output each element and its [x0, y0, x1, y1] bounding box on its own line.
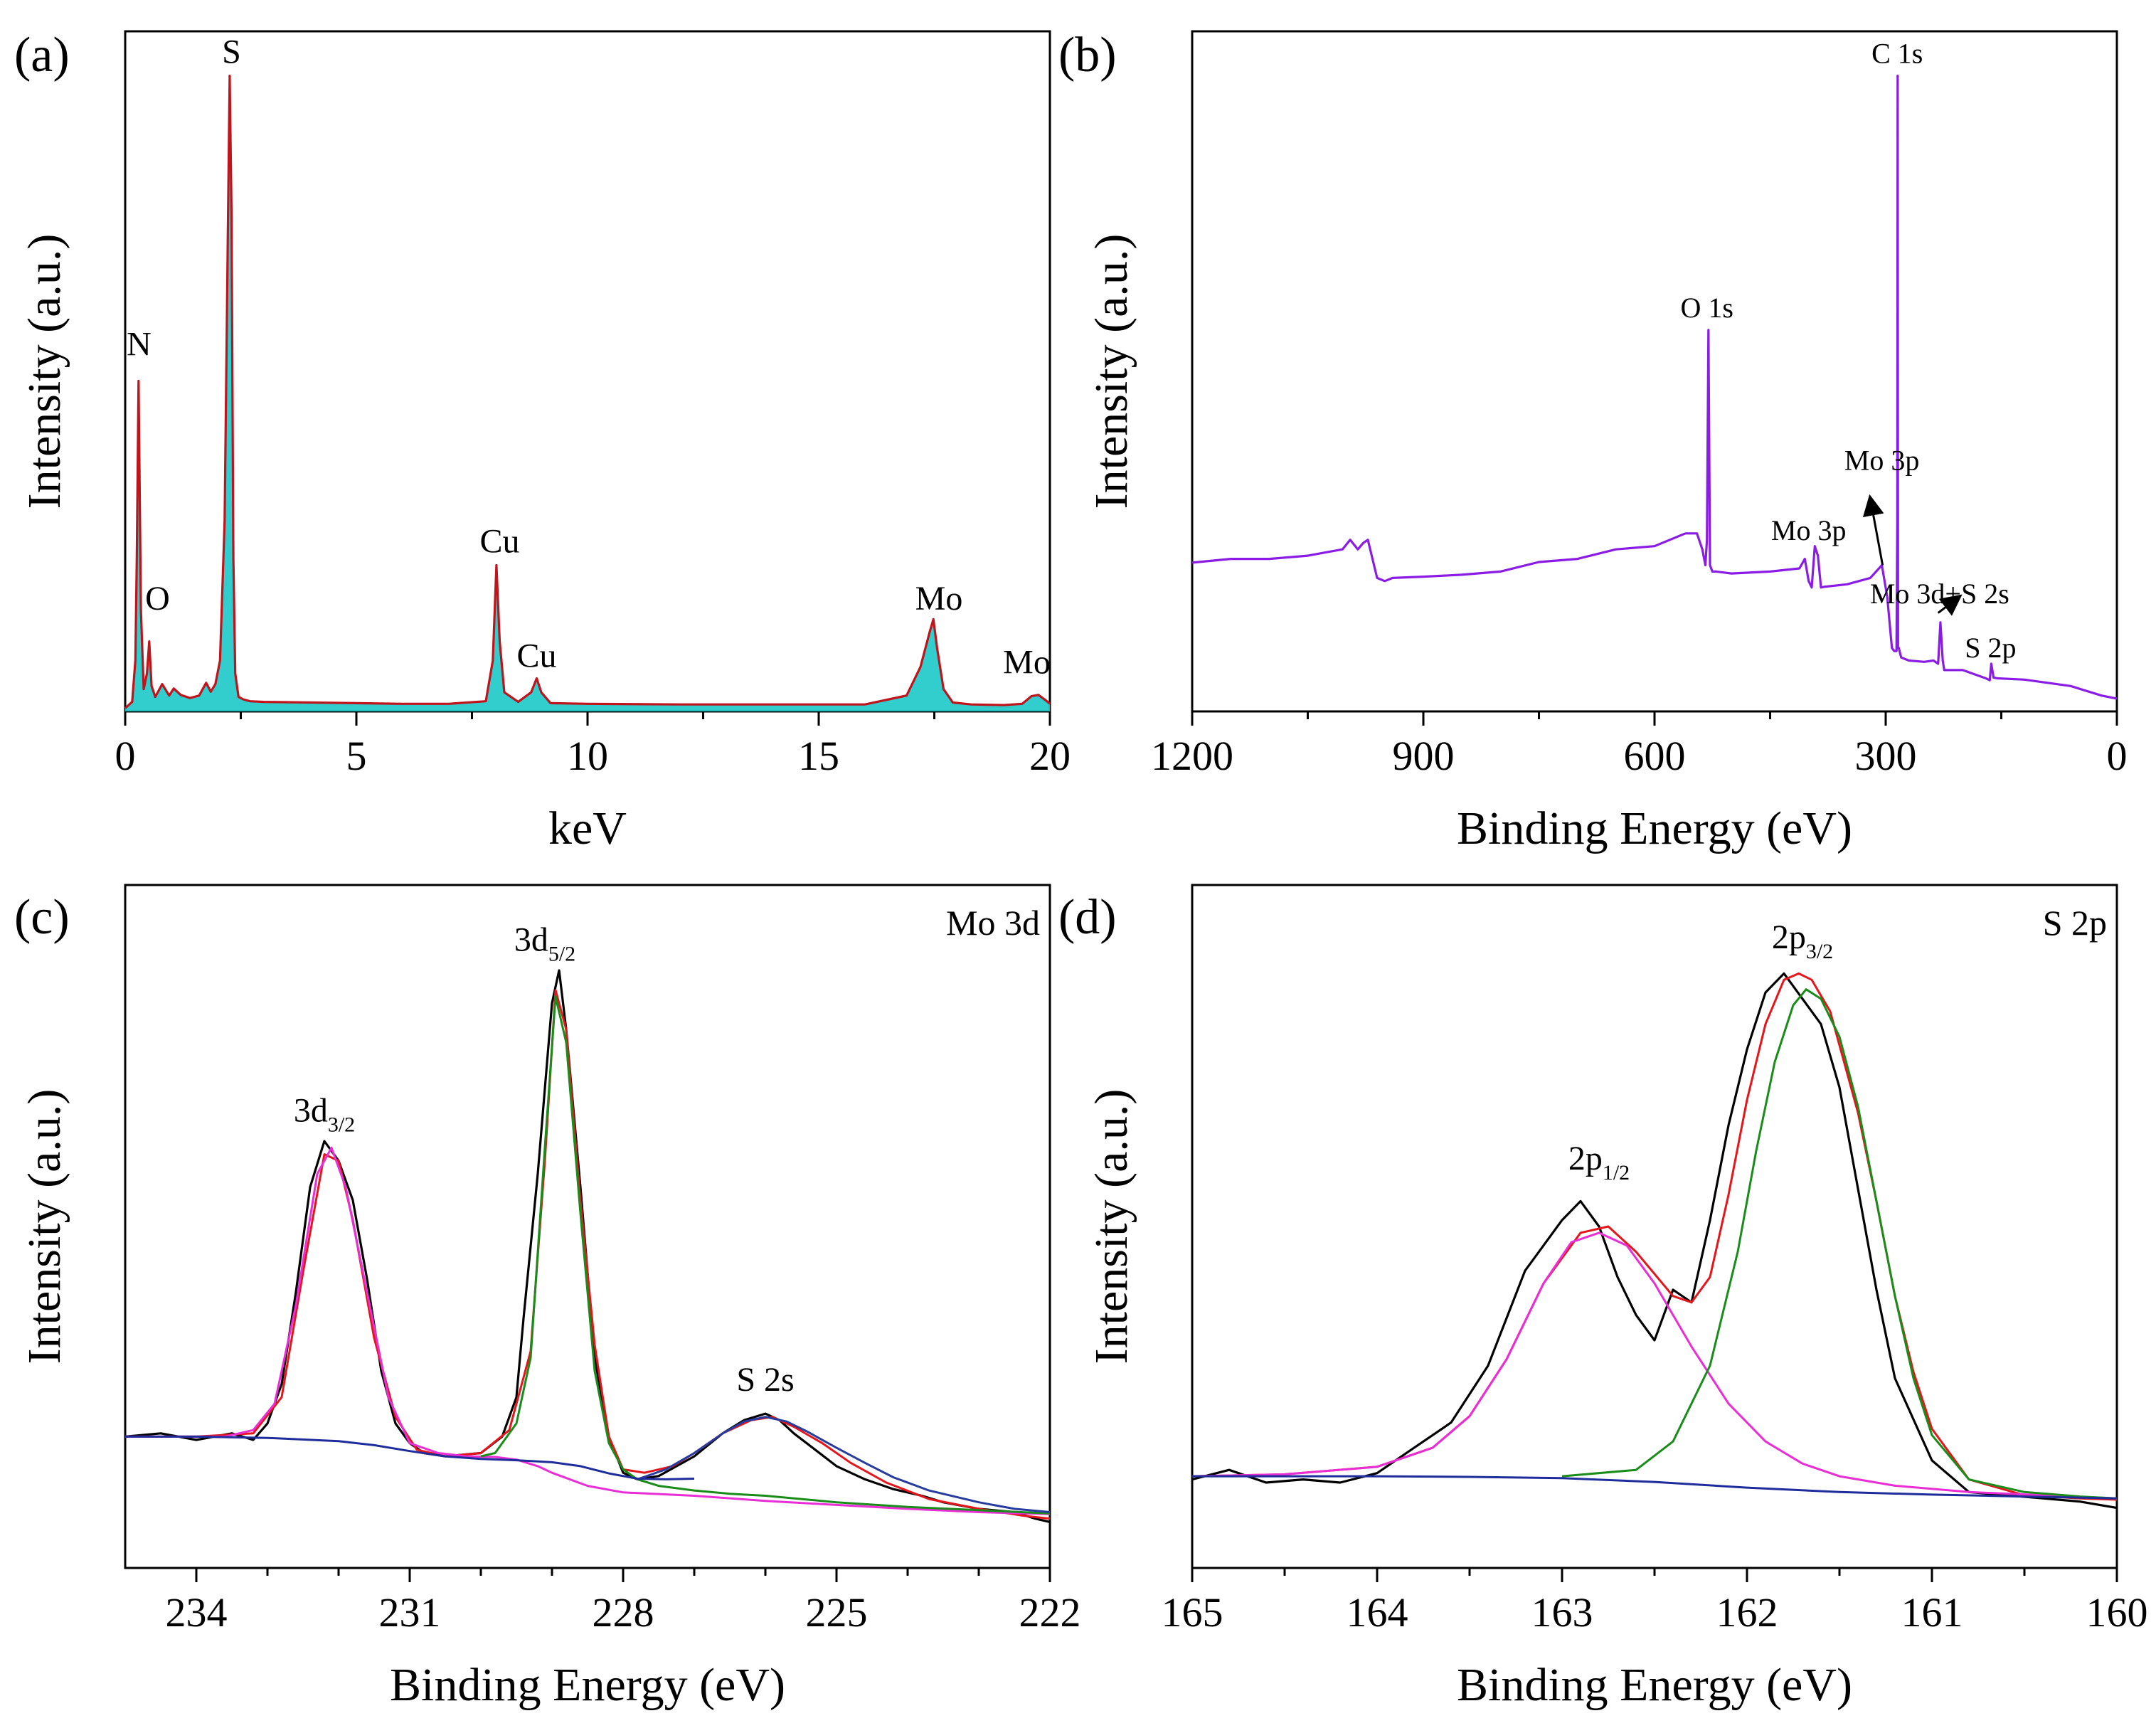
x-tick-label: 0	[2107, 733, 2128, 779]
peak-annotation: Mo 3d+S 2s	[1870, 578, 2009, 610]
x-axis-label: Binding Energy (eV)	[1457, 1659, 1852, 1711]
x-tick-label: 231	[379, 1589, 441, 1636]
panel-inset-label: Mo 3d	[946, 903, 1040, 943]
panel-label: (d)	[1058, 890, 1117, 945]
panel-label: (a)	[14, 28, 70, 83]
x-tick-label: 162	[1716, 1589, 1778, 1636]
peak-annotation: S	[222, 33, 241, 71]
x-tick-label: 163	[1531, 1589, 1593, 1636]
peak-annotation: S 2p	[1965, 632, 2016, 664]
chart-panel-2: 1200 900 600 300 0 Binding Energy (eV) Intensi…	[1058, 28, 2128, 854]
x-tick-label: 228	[593, 1589, 654, 1636]
peak-annotation: Mo 3p	[1844, 444, 1920, 476]
x-tick-label: 164	[1347, 1589, 1408, 1636]
x-tick-label: 165	[1162, 1589, 1223, 1636]
x-axis-label: Binding Energy (eV)	[390, 1659, 785, 1711]
series-line-background	[125, 1435, 695, 1480]
peak-annotation: Mo 3p	[1771, 514, 1847, 546]
x-tick-label: 900	[1393, 733, 1455, 779]
peak-annotation: Cu	[516, 637, 556, 674]
x-tick-label: 234	[166, 1589, 228, 1636]
x-tick-label: 15	[798, 733, 839, 779]
y-axis-label: Intensity (a.u.)	[18, 1089, 70, 1364]
peak-annotation: 2p3/2	[1772, 918, 1833, 963]
series-line-background	[1192, 1475, 2118, 1500]
peak-annotation: Cu	[479, 523, 519, 561]
panel-inset-label: S 2p	[2043, 903, 2107, 943]
series-line-s-2p1-2-fit	[1191, 1231, 2118, 1500]
arrow-mo-3d	[1937, 594, 1963, 616]
y-axis-label: Intensity (a.u.)	[1085, 234, 1137, 509]
plot-frame	[124, 884, 1051, 1569]
series-line-xps-survey	[1191, 74, 2118, 700]
chart-panel-1: 0 5 10 15 20 keV Intensity (a.u.) (a) S N O Cu Cu Mo M…	[14, 28, 1071, 854]
peak-annotation: 3d3/2	[294, 1091, 355, 1136]
series-line-experimental	[1191, 972, 2118, 1510]
y-axis-label: Intensity (a.u.)	[18, 234, 70, 509]
panel-label: (b)	[1058, 28, 1117, 83]
x-axis-label: keV	[548, 802, 627, 854]
x-tick-label: 20	[1029, 733, 1071, 779]
x-tick-label: 300	[1855, 733, 1917, 779]
peak-annotation: Mo	[1003, 643, 1051, 681]
x-axis-label: Binding Energy (eV)	[1457, 802, 1852, 854]
x-tick-label: 222	[1019, 1589, 1081, 1636]
peak-annotation: O	[145, 580, 170, 618]
peak-annotation: N	[127, 326, 152, 364]
peak-annotation: 3d5/2	[514, 921, 575, 965]
x-tick-label: 225	[806, 1589, 868, 1636]
panel-label: (c)	[14, 890, 70, 945]
peak-annotation: O 1s	[1680, 292, 1733, 324]
series-line-mo-3d5-2-fit	[480, 995, 1051, 1515]
x-tick-label: 5	[346, 733, 367, 779]
chart-panel-3: 234 231 228 225 222 Binding Energy (eV) Intens…	[14, 884, 1081, 1711]
x-tick-label: 161	[1901, 1589, 1963, 1636]
peak-annotation: C 1s	[1871, 38, 1923, 70]
x-tick-label: 600	[1624, 733, 1686, 779]
x-tick-label: 0	[115, 733, 136, 779]
x-tick-label: 1200	[1151, 733, 1233, 779]
series-line-s-2p3-2-fit	[1561, 988, 2118, 1500]
x-tick-label: 160	[2086, 1589, 2148, 1636]
arrow-mo-3p	[1862, 494, 1884, 566]
x-tick-label: 10	[567, 733, 608, 779]
peak-annotation: Mo	[915, 580, 963, 618]
series-line-mo-3d3-2-fit	[125, 1146, 1051, 1515]
peak-annotation: 2p1/2	[1568, 1140, 1630, 1185]
peak-annotation: S 2s	[736, 1361, 794, 1399]
series-line-experimental	[124, 969, 1051, 1523]
chart-panel-4: 165 164 163 162 161 160 Binding Energy (eV) Int…	[1058, 884, 2148, 1711]
series-line-eds-spectrum	[124, 74, 1051, 709]
y-axis-label: Intensity (a.u.)	[1085, 1089, 1137, 1364]
series-line-s-2s-fit	[637, 1416, 1051, 1513]
